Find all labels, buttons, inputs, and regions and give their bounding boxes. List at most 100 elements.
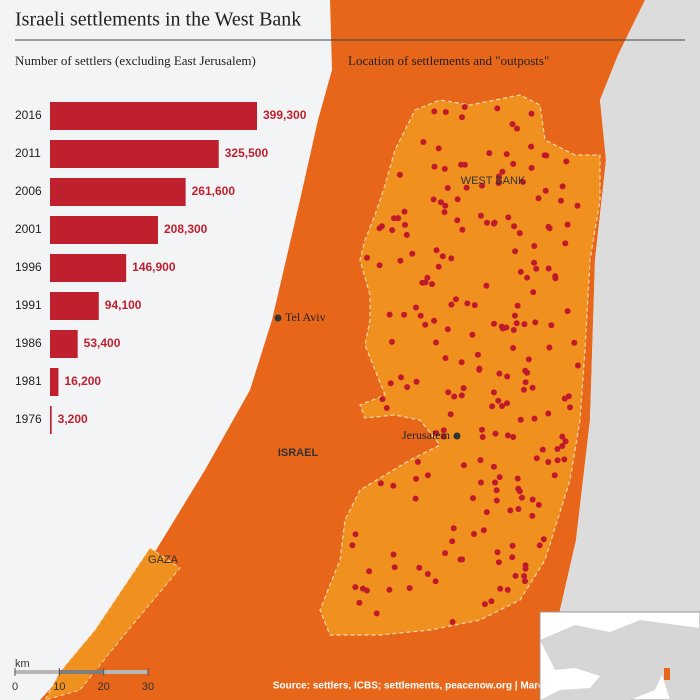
- settlement-dot: [496, 474, 503, 481]
- settlement-dot: [505, 214, 512, 221]
- settlement-dot: [459, 226, 466, 233]
- bar: [50, 330, 78, 358]
- chart-subtitle: Number of settlers (excluding East Jerus…: [15, 53, 256, 68]
- settlement-dot: [412, 304, 419, 311]
- settlement-dot: [545, 410, 552, 417]
- value-label: 325,500: [225, 146, 269, 160]
- settlement-dot: [552, 275, 559, 282]
- settlement-dot: [514, 475, 521, 482]
- settlement-dot: [543, 152, 550, 159]
- settlement-dot: [402, 221, 408, 228]
- settlement-dot: [477, 212, 484, 219]
- settlement-dot: [524, 274, 531, 281]
- settlement-dot: [447, 411, 454, 418]
- settlement-dot: [558, 197, 564, 204]
- settlement-dot: [529, 496, 536, 503]
- settlement-dot: [431, 317, 438, 324]
- settlement-dot: [471, 531, 477, 537]
- bar: [50, 368, 59, 396]
- settlement-dot: [349, 542, 356, 549]
- settlement-dot: [528, 110, 535, 117]
- settlement-dot: [525, 356, 532, 363]
- settlement-dot: [461, 104, 468, 110]
- settlement-dot: [518, 494, 525, 501]
- settlement-dot: [442, 109, 449, 115]
- settlement-dot: [479, 434, 486, 440]
- settlement-dot: [457, 556, 464, 563]
- settlement-dot: [542, 187, 549, 194]
- settlement-dot: [352, 584, 359, 591]
- settlement-dot: [539, 446, 546, 453]
- settlement-dot: [356, 599, 363, 606]
- settlement-dot: [515, 485, 522, 492]
- settlement-dot: [403, 231, 410, 238]
- settlement-dot: [504, 400, 510, 407]
- category-label: 1986: [15, 336, 42, 350]
- settlement-dot: [522, 565, 529, 572]
- category-label: 1996: [15, 260, 42, 274]
- value-label: 208,300: [164, 222, 208, 236]
- settlement-dot: [574, 362, 581, 369]
- settlement-dot: [504, 373, 511, 380]
- settlement-dot: [441, 165, 448, 172]
- settlement-dot: [431, 163, 438, 170]
- settlement-dot: [528, 164, 535, 171]
- settlement-dot: [524, 369, 531, 376]
- settlement-dot: [363, 587, 370, 594]
- settlement-dot: [509, 121, 516, 128]
- settlement-dot: [440, 427, 447, 434]
- settlement-dot: [486, 150, 493, 157]
- settlement-dot: [561, 456, 568, 463]
- settlement-dot: [458, 161, 464, 168]
- settlement-dot: [530, 289, 537, 296]
- settlement-dot: [519, 178, 526, 185]
- settlement-dot: [511, 223, 518, 230]
- settlement-dot: [531, 415, 538, 422]
- settlement-dot: [504, 432, 511, 439]
- settlement-dot: [507, 507, 514, 514]
- settlement-dot: [448, 255, 455, 262]
- settlement-dot: [420, 139, 427, 145]
- settlement-dot: [513, 320, 520, 327]
- map-label: Jerusalem: [402, 428, 451, 442]
- bar: [50, 406, 52, 434]
- settlement-dot: [562, 240, 569, 247]
- category-label: 1981: [15, 374, 42, 388]
- settlement-dot: [491, 320, 497, 327]
- settlement-dot: [388, 338, 395, 345]
- settlement-dot: [495, 397, 502, 404]
- settlement-dot: [376, 225, 383, 232]
- settlement-dot: [548, 322, 555, 329]
- settlement-dot: [489, 403, 496, 410]
- settlement-dot: [521, 321, 528, 328]
- scale-bar: [59, 670, 103, 674]
- settlement-dot: [535, 501, 542, 508]
- settlement-dot: [469, 331, 476, 338]
- settlement-dot: [512, 572, 519, 579]
- settlement-dot: [559, 443, 566, 449]
- bar: [50, 254, 127, 282]
- settlement-dot: [474, 351, 481, 358]
- settlement-dot: [479, 182, 485, 189]
- settlement-dot: [504, 586, 511, 593]
- settlement-dot: [559, 433, 566, 440]
- settlement-dot: [554, 446, 561, 452]
- settlement-dot: [429, 281, 435, 288]
- settlement-dot: [414, 458, 421, 465]
- settlement-dot: [386, 311, 393, 318]
- settlement-dot: [444, 185, 451, 191]
- settlement-dot: [352, 531, 359, 538]
- settlement-dot: [454, 196, 461, 203]
- settlement-dot: [514, 302, 521, 309]
- settlement-dot: [559, 183, 566, 190]
- bar: [50, 292, 99, 320]
- settlement-dot: [493, 497, 500, 504]
- settlement-dot: [498, 323, 505, 330]
- settlement-dot: [511, 312, 518, 319]
- value-label: 399,300: [263, 108, 307, 122]
- settlement-dot: [460, 385, 467, 392]
- settlement-dot: [439, 253, 446, 260]
- category-label: 2011: [15, 146, 41, 160]
- value-label: 53,400: [84, 336, 121, 350]
